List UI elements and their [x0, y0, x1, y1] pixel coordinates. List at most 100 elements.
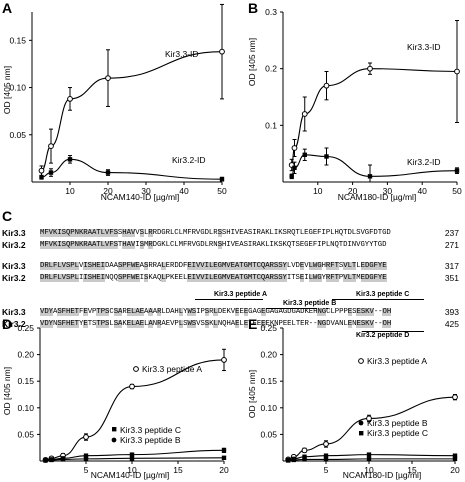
data-point [221, 448, 227, 453]
chart-e-series-label-1: Kir3.3 peptide A [367, 356, 427, 366]
data-point [302, 457, 307, 462]
peptide-d-label: Kir3.2 peptide D [356, 332, 410, 339]
data-point [452, 453, 458, 458]
series-line [41, 158, 223, 180]
y-tick-label: 0.15 [9, 35, 26, 45]
legend-marker [111, 437, 117, 443]
chart-e-series-label-3: Kir3.3 peptide C [367, 428, 428, 438]
chart-b-series-label-2: Kir3.2-ID [407, 157, 441, 167]
sequence-text: DRLFLVSPLVISHEIDAASPFWEASRRALERDDFEIVVIL… [40, 262, 387, 270]
y-tick-label: 0.15 [260, 376, 277, 386]
data-point [219, 176, 225, 182]
y-tick-label: 0.10 [260, 403, 277, 413]
x-tick-label: 5 [324, 465, 329, 475]
data-point [105, 75, 111, 82]
y-tick-label: 0.05 [260, 429, 277, 439]
legend-marker [112, 427, 117, 432]
chart-e-xlabel: NCAM180-ID [µg/ml] [343, 470, 422, 480]
y-tick-label: 0.10 [9, 83, 26, 93]
data-point [129, 452, 135, 457]
series-line [45, 457, 225, 462]
data-point [60, 457, 66, 462]
data-point [48, 143, 54, 150]
data-point [323, 441, 329, 447]
x-tick-label: 20 [103, 186, 113, 196]
data-point [366, 415, 372, 422]
sequence-number: 351 [444, 273, 459, 283]
series-line [288, 458, 455, 462]
legend-marker [358, 358, 364, 364]
alignment-row: Kir3.3 MFVKISQPNKRAATLVFSSHAVVSLRRDGRLCL… [0, 228, 465, 239]
sequence-name: Kir3.3 [2, 307, 26, 317]
panel-label-c: C [2, 208, 13, 224]
data-point [367, 65, 373, 72]
x-tick-label: 15 [407, 465, 417, 475]
data-point [83, 456, 89, 462]
x-tick-label: 30 [383, 186, 393, 196]
data-point [366, 452, 372, 457]
chart-d-ylabel: OD [405 nm] [2, 367, 12, 415]
peptide-a-bar [195, 299, 263, 300]
chart-a-series-label-2: Kir3.2-ID [172, 155, 206, 165]
chart-e-ylabel: OD [405 nm] [247, 370, 257, 418]
sequence-name: Kir3.3 [2, 228, 26, 238]
data-point [285, 458, 291, 463]
chart-d: OD [405 nm] NCAM140-ID [µg/ml] Kir3.3 pe… [2, 323, 229, 480]
sequence-name: Kir3.2 [2, 273, 26, 283]
chart-b-xlabel: NCAM180-ID [µg/ml] [338, 192, 417, 202]
x-tick-label: 50 [452, 186, 462, 196]
data-point [67, 157, 73, 162]
chart-e: OD [405 nm] NCAM180-ID [µg/ml] Kir3.3 pe… [247, 323, 460, 480]
data-point [454, 168, 460, 173]
chart-b-series-label-1: Kir3.3-ID [407, 42, 441, 52]
data-point [301, 111, 308, 117]
sequence-number: 393 [444, 307, 459, 317]
sequence-number: 317 [444, 261, 459, 271]
data-point [323, 82, 330, 89]
chart-a-xlabel: NCAM140-ID [µg/ml] [101, 192, 180, 202]
peptide-a-label: Kir3.3 peptide A [214, 291, 268, 298]
data-point [289, 174, 294, 179]
chart-a-ylabel: OD [405 nm] [2, 66, 12, 114]
chart-d-series-label-1: Kir3.3 peptide A [142, 364, 202, 374]
chart-a: OD [405 nm] NCAM140-ID [µg/ml] Kir3.3-ID… [2, 3, 227, 202]
x-tick-label: 40 [417, 186, 427, 196]
x-tick-label: 5 [84, 465, 89, 475]
legend-marker [359, 431, 364, 436]
x-tick-label: 40 [179, 186, 189, 196]
data-point [324, 154, 329, 159]
panel-label-e: E [248, 316, 258, 332]
y-tick-label: 0.2 [265, 64, 277, 74]
peptide-b-bar [265, 308, 328, 309]
data-point [302, 152, 307, 157]
data-point [129, 456, 135, 461]
peptide-c-bar [332, 299, 424, 300]
sequence-text: MFVKISQPNKRAATLVFSTHAVISMRDGKLCLMFRVGDLR… [40, 241, 387, 249]
series-line [291, 68, 458, 166]
chart-e-series-label-2: Kir3.3 peptide B [367, 418, 428, 428]
x-tick-label: 10 [313, 186, 323, 196]
data-point [323, 457, 329, 462]
sequence-name: Kir3.2 [2, 240, 26, 250]
sequence-name: Kir3.2 [2, 319, 26, 329]
y-tick-label: 0.15 [17, 376, 34, 386]
sequence-name: Kir3.3 [2, 261, 26, 271]
data-point [301, 447, 308, 454]
data-point [221, 357, 227, 363]
y-tick-label: 0.3 [265, 7, 277, 17]
data-point [367, 174, 373, 179]
series-line [41, 51, 223, 172]
x-tick-label: 10 [65, 186, 75, 196]
chart-a-series-label-1: Kir3.3-ID [165, 49, 199, 59]
data-point [291, 457, 296, 463]
data-point [43, 458, 48, 463]
sequence-text: DRLFLVSPLIISHEINQQSPFWEISKAQLPKEELEIVVIL… [40, 274, 387, 282]
alignment-row: Kir3.3 VDYASFHETFEVPTPSCSARELAEAAARLDAHL… [0, 307, 465, 318]
chart-b: OD [405 nm] NCAM180-ID [µg/ml] Kir3.3-ID… [247, 7, 462, 202]
sequence-number: 425 [444, 319, 459, 329]
alignment-row: Kir3.2 MFVKISQPNKRAATLVFSTHAVISMRDGKLCLM… [0, 240, 465, 251]
x-tick-label: 20 [219, 465, 229, 475]
data-point [221, 455, 227, 461]
data-point [48, 170, 54, 175]
y-tick-label: 0.05 [17, 429, 34, 439]
